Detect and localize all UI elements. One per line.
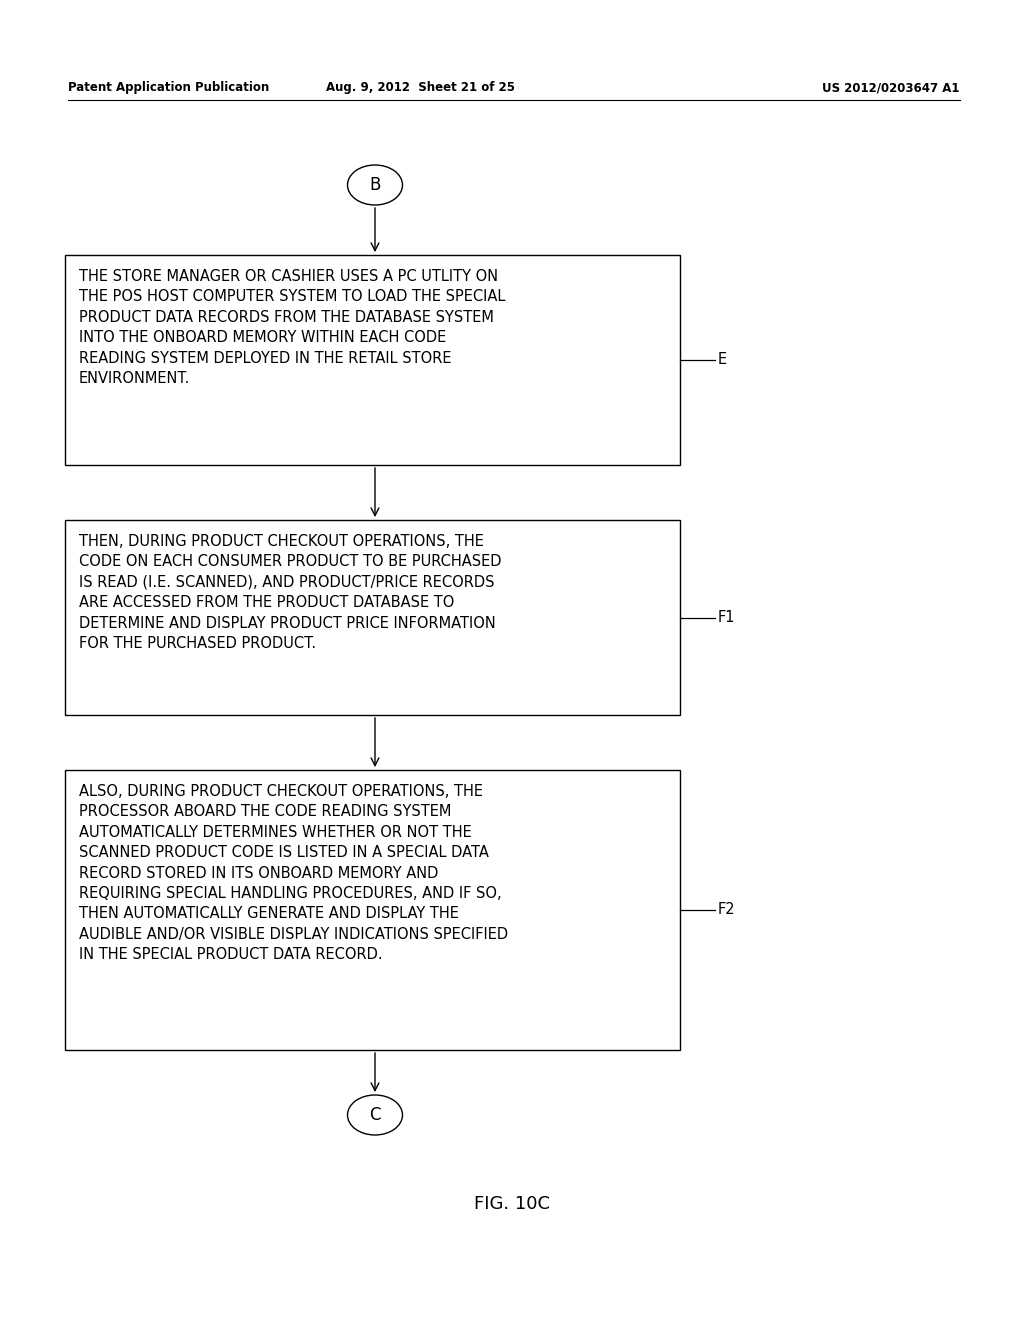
Text: FIG. 10C: FIG. 10C [474, 1195, 550, 1213]
Bar [65, 255, 680, 465]
Text: F2: F2 [718, 903, 735, 917]
Text: THE STORE MANAGER OR CASHIER USES A PC UTLITY ON
THE POS HOST COMPUTER SYSTEM TO: THE STORE MANAGER OR CASHIER USES A PC U… [79, 269, 506, 385]
Text: US 2012/0203647 A1: US 2012/0203647 A1 [822, 82, 961, 95]
Bar [65, 520, 680, 715]
Text: B: B [370, 176, 381, 194]
Ellipse shape [347, 165, 402, 205]
Bar [65, 770, 680, 1049]
Text: C: C [370, 1106, 381, 1125]
Text: Patent Application Publication: Patent Application Publication [68, 82, 269, 95]
Text: Aug. 9, 2012  Sheet 21 of 25: Aug. 9, 2012 Sheet 21 of 25 [326, 82, 514, 95]
Text: ALSO, DURING PRODUCT CHECKOUT OPERATIONS, THE
PROCESSOR ABOARD THE CODE READING : ALSO, DURING PRODUCT CHECKOUT OPERATIONS… [79, 784, 508, 962]
Ellipse shape [347, 1096, 402, 1135]
Text: E: E [718, 352, 727, 367]
Text: THEN, DURING PRODUCT CHECKOUT OPERATIONS, THE
CODE ON EACH CONSUMER PRODUCT TO B: THEN, DURING PRODUCT CHECKOUT OPERATIONS… [79, 535, 502, 651]
Text: F1: F1 [718, 610, 735, 624]
